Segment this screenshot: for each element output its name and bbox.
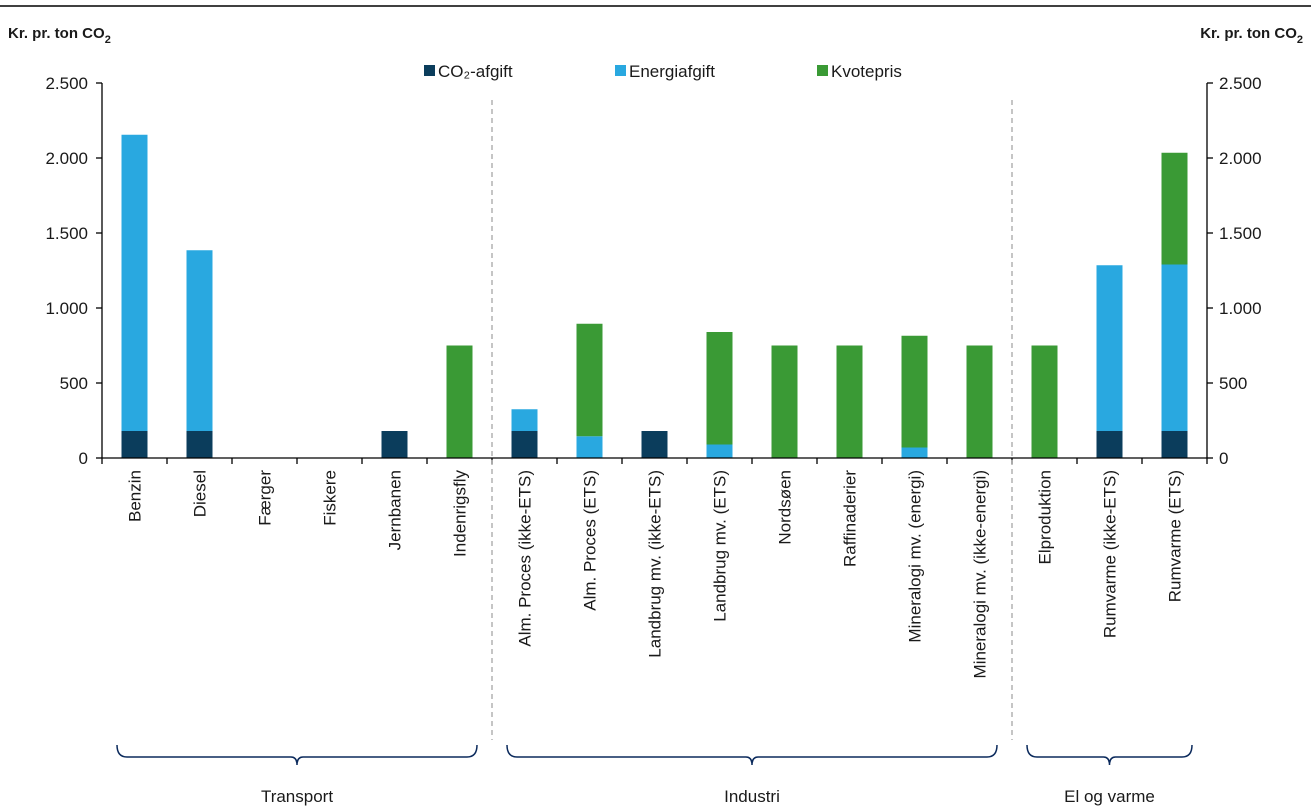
bar-kvotepris-mineralogi-mv-energi xyxy=(901,335,928,448)
x-axis xyxy=(101,457,1208,464)
bar-co2-afgift-jernbanen xyxy=(381,431,408,458)
legend: CO₂-afgift Energiafgift Kvotepris xyxy=(424,62,902,81)
bar-energiafgift-landbrug-mv-ets xyxy=(706,444,733,458)
right-tick-label: 0 xyxy=(1219,449,1228,468)
bars xyxy=(121,134,1188,458)
bar-kvotepris-mineralogi-mv-ikke-energi xyxy=(966,345,993,458)
category-label-raffinaderier: Raffinaderier xyxy=(841,470,860,567)
bar-co2-afgift-rumvarme-ets xyxy=(1161,431,1188,458)
right-tick-label: 1.000 xyxy=(1219,299,1262,318)
right-tick-label: 2.000 xyxy=(1219,149,1262,168)
group-brackets: Transport Industri El og varme xyxy=(116,744,1193,806)
bar-kvotepris-alm-proces-ets xyxy=(576,323,603,437)
category-label-landbrug-mv-ets: Landbrug mv. (ETS) xyxy=(711,470,730,622)
bar-energiafgift-alm-proces-ets xyxy=(576,436,603,458)
left-tick-label: 2.000 xyxy=(45,149,88,168)
left-tick-label: 500 xyxy=(60,374,88,393)
group-label-transport: Transport xyxy=(261,787,333,806)
bar-co2-afgift-rumvarme-ikke-ets xyxy=(1096,431,1123,458)
bar-co2-afgift-diesel xyxy=(186,431,213,458)
bar-energiafgift-rumvarme-ets xyxy=(1161,264,1188,431)
category-label-jernbanen: Jernbanen xyxy=(386,470,405,550)
legend-swatch-co2-afgift xyxy=(424,65,435,76)
left-tick-label: 1.500 xyxy=(45,224,88,243)
right-y-axis: 0 500 1.000 1.500 2.000 2.500 xyxy=(1206,74,1262,468)
category-label-alm-proces-ikke-ets: Alm. Proces (ikke-ETS) xyxy=(516,470,535,647)
category-label-indenrigsfly: Indenrigsfly xyxy=(451,470,470,557)
category-label-landbrug-mv-ikke-ets: Landbrug mv. (ikke-ETS) xyxy=(646,470,665,658)
legend-swatch-kvotepris xyxy=(817,65,828,76)
bar-kvotepris-nords-en xyxy=(771,345,798,458)
category-label-mineralogi-mv-energi: Mineralogi mv. (energi) xyxy=(906,470,925,643)
category-label-benzin: Benzin xyxy=(126,470,145,522)
group-separators xyxy=(491,100,1013,740)
category-label-elproduktion: Elproduktion xyxy=(1036,470,1055,565)
left-tick-label: 2.500 xyxy=(45,74,88,93)
left-tick-label: 1.000 xyxy=(45,299,88,318)
legend-label-co2-afgift: CO₂-afgift xyxy=(438,62,513,81)
left-tick-label: 0 xyxy=(79,449,88,468)
legend-label-kvotepris: Kvotepris xyxy=(831,62,902,81)
bar-kvotepris-indenrigsfly xyxy=(446,345,473,458)
right-tick-label: 500 xyxy=(1219,374,1247,393)
bar-energiafgift-benzin xyxy=(121,134,148,431)
category-label-diesel: Diesel xyxy=(191,470,210,517)
bar-energiafgift-rumvarme-ikke-ets xyxy=(1096,265,1123,431)
right-tick-label: 1.500 xyxy=(1219,224,1262,243)
right-axis-title: Kr. pr. ton CO2 xyxy=(1200,25,1303,46)
bar-kvotepris-raffinaderier xyxy=(836,345,863,458)
bar-energiafgift-mineralogi-mv-energi xyxy=(901,447,928,458)
bar-energiafgift-alm-proces-ikke-ets xyxy=(511,409,538,431)
group-label-industri: Industri xyxy=(724,787,780,806)
group-bracket-industri xyxy=(506,744,998,766)
left-y-axis: 0 500 1.000 1.500 2.000 2.500 xyxy=(45,74,103,468)
category-label-nords-en: Nordsøen xyxy=(776,470,795,545)
category-label-fiskere: Fiskere xyxy=(321,470,340,526)
group-bracket-el-og-varme xyxy=(1026,744,1193,766)
bar-energiafgift-diesel xyxy=(186,250,213,431)
category-label-f-rger: Færger xyxy=(256,470,275,526)
category-label-rumvarme-ets: Rumvarme (ETS) xyxy=(1166,470,1185,602)
bar-co2-afgift-landbrug-mv-ikke-ets xyxy=(641,431,668,458)
right-axis-title-subscript: 2 xyxy=(1297,34,1303,46)
category-label-rumvarme-ikke-ets: Rumvarme (ikke-ETS) xyxy=(1101,470,1120,638)
category-label-mineralogi-mv-ikke-energi: Mineralogi mv. (ikke-energi) xyxy=(971,470,990,678)
bar-kvotepris-elproduktion xyxy=(1031,345,1058,458)
left-axis-title: Kr. pr. ton CO2 xyxy=(8,25,111,46)
left-axis-title-subscript: 2 xyxy=(105,34,111,46)
category-labels: Benzin Diesel Færger Fiskere Jernbanen Indenr… xyxy=(126,470,1185,679)
category-label-alm-proces-ets: Alm. Proces (ETS) xyxy=(581,470,600,611)
bar-co2-afgift-alm-proces-ikke-ets xyxy=(511,431,538,458)
group-bracket-transport xyxy=(116,744,478,766)
legend-label-energiafgift: Energiafgift xyxy=(629,62,715,81)
bar-co2-afgift-benzin xyxy=(121,431,148,458)
bar-kvotepris-landbrug-mv-ets xyxy=(706,332,733,445)
right-tick-label: 2.500 xyxy=(1219,74,1262,93)
legend-swatch-energiafgift xyxy=(615,65,626,76)
bar-kvotepris-rumvarme-ets xyxy=(1161,152,1188,265)
group-label-el-og-varme: El og varme xyxy=(1064,787,1155,806)
